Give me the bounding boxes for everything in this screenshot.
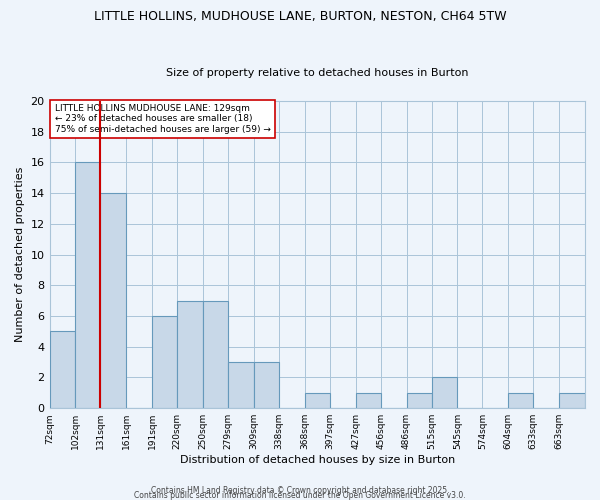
Text: Contains public sector information licensed under the Open Government Licence v3: Contains public sector information licen… <box>134 491 466 500</box>
Bar <box>76 162 100 408</box>
Text: Contains HM Land Registry data © Crown copyright and database right 2025.: Contains HM Land Registry data © Crown c… <box>151 486 449 495</box>
Y-axis label: Number of detached properties: Number of detached properties <box>15 167 25 342</box>
Bar <box>431 378 457 408</box>
Bar <box>254 362 279 408</box>
Bar <box>559 393 585 408</box>
Bar <box>305 393 330 408</box>
Bar <box>152 316 177 408</box>
Bar <box>228 362 254 408</box>
Bar <box>407 393 431 408</box>
Bar <box>356 393 380 408</box>
X-axis label: Distribution of detached houses by size in Burton: Distribution of detached houses by size … <box>179 455 455 465</box>
Text: LITTLE HOLLINS, MUDHOUSE LANE, BURTON, NESTON, CH64 5TW: LITTLE HOLLINS, MUDHOUSE LANE, BURTON, N… <box>94 10 506 23</box>
Bar <box>50 332 76 408</box>
Bar <box>203 300 228 408</box>
Bar <box>177 300 203 408</box>
Bar <box>508 393 533 408</box>
Title: Size of property relative to detached houses in Burton: Size of property relative to detached ho… <box>166 68 469 78</box>
Bar <box>100 193 126 408</box>
Text: LITTLE HOLLINS MUDHOUSE LANE: 129sqm
← 23% of detached houses are smaller (18)
7: LITTLE HOLLINS MUDHOUSE LANE: 129sqm ← 2… <box>55 104 271 134</box>
